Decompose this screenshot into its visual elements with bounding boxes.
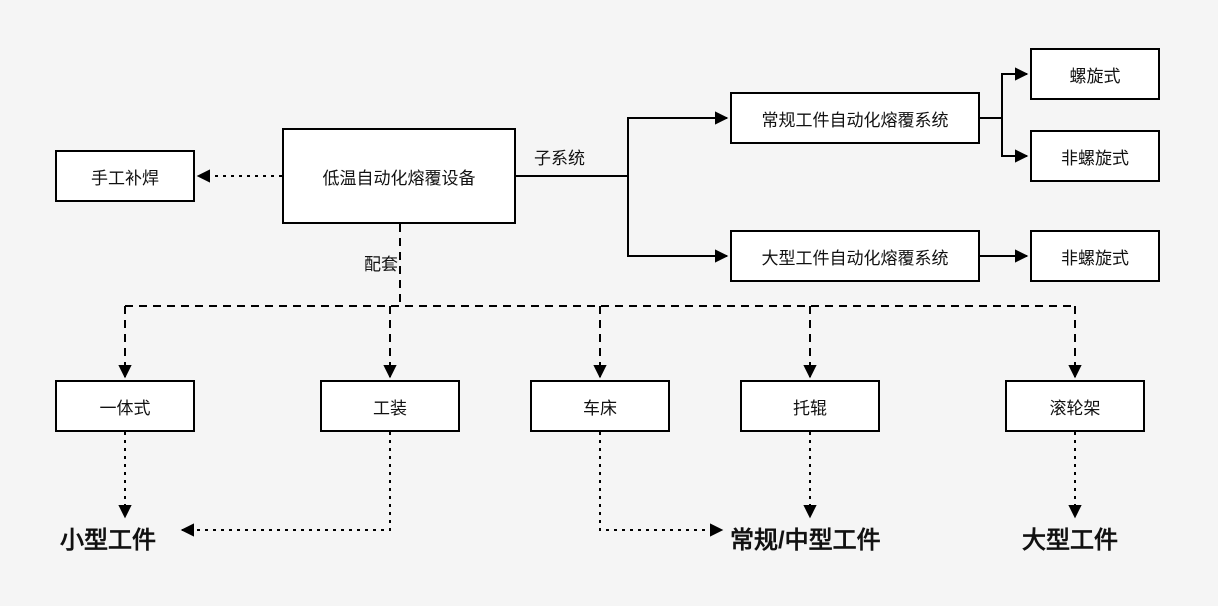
node-lathe: 车床 (530, 380, 670, 432)
edge-sysA-to-nonspiral (1002, 118, 1027, 156)
node-sysB: 大型工件自动化熔覆系统 (730, 230, 980, 282)
node-label: 螺旋式 (1070, 62, 1121, 87)
node-wheelframe: 滚轮架 (1005, 380, 1145, 432)
diagram-stage: 手工补焊 低温自动化熔覆设备 常规工件自动化熔覆系统 大型工件自动化熔覆系统 螺… (0, 0, 1218, 606)
node-label: 常规工件自动化熔覆系统 (762, 106, 949, 131)
node-label: 托辊 (793, 394, 827, 419)
edge-label-text: 子系统 (534, 149, 585, 168)
node-nonspiral-a: 非螺旋式 (1030, 130, 1160, 182)
edge-branch-down-to-sysB (628, 176, 727, 256)
node-label: 大型工件自动化熔覆系统 (762, 244, 949, 269)
node-label: 手工补焊 (91, 164, 159, 189)
node-root: 低温自动化熔覆设备 (282, 128, 516, 224)
node-label: 低温自动化熔覆设备 (323, 164, 476, 189)
node-label: 非螺旋式 (1061, 244, 1129, 269)
big-label-large: 大型工件 (1022, 520, 1118, 555)
edge-tool-to-small (182, 432, 390, 530)
edge-sysA-to-spiral (1002, 74, 1027, 118)
big-label-medium: 常规/中型工件 (730, 520, 881, 555)
edge-lathe-to-medium (600, 432, 722, 530)
edge-label-text: 配套 (364, 255, 398, 274)
node-tooling: 工装 (320, 380, 460, 432)
node-integrated: 一体式 (55, 380, 195, 432)
node-sysA: 常规工件自动化熔覆系统 (730, 92, 980, 144)
node-manual: 手工补焊 (55, 150, 195, 202)
node-spiral: 螺旋式 (1030, 48, 1160, 100)
node-roller: 托辊 (740, 380, 880, 432)
node-label: 一体式 (100, 394, 151, 419)
big-label-text: 大型工件 (1022, 527, 1118, 554)
node-label: 车床 (583, 394, 617, 419)
edge-branch-up-to-sysA (628, 118, 727, 176)
node-nonspiral-b: 非螺旋式 (1030, 230, 1160, 282)
big-label-text: 小型工件 (60, 527, 156, 554)
node-label: 滚轮架 (1050, 394, 1101, 419)
edge-label-subsystem: 子系统 (534, 144, 585, 169)
big-label-small: 小型工件 (60, 520, 156, 555)
node-label: 非螺旋式 (1061, 144, 1129, 169)
big-label-text: 常规/中型工件 (730, 527, 881, 554)
node-label: 工装 (373, 394, 407, 419)
edge-label-kit: 配套 (364, 250, 398, 275)
